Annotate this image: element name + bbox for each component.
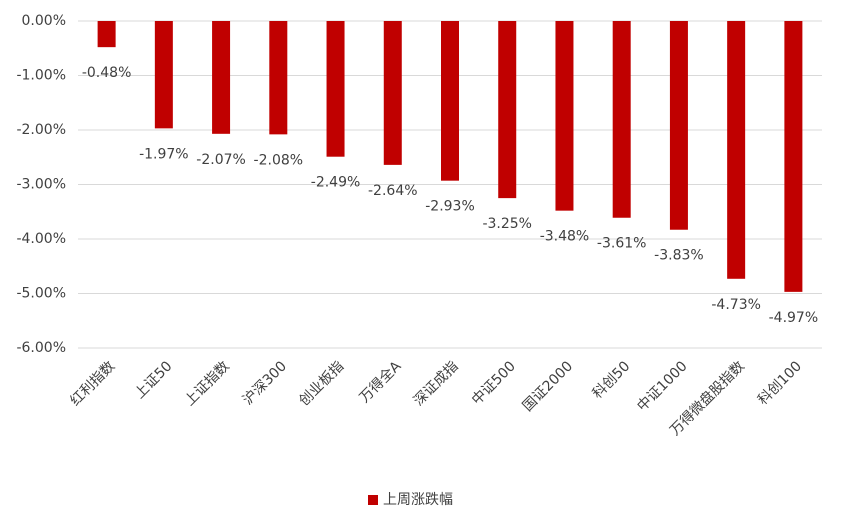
data-label: -2.08% <box>254 152 304 168</box>
bar <box>441 21 459 181</box>
bar <box>555 21 574 211</box>
x-tick-label: 国证2000 <box>520 358 576 414</box>
data-label: -2.07% <box>196 152 246 168</box>
bar <box>612 21 631 218</box>
y-tick-label: -6.00% <box>16 340 66 356</box>
bar <box>154 21 173 129</box>
x-tick-label: 科创50 <box>590 358 634 402</box>
data-label: -2.49% <box>311 175 361 191</box>
bar <box>383 21 402 165</box>
y-tick-label: -3.00% <box>16 177 66 193</box>
x-tick-label: 中证1000 <box>634 358 690 414</box>
data-label: -3.48% <box>540 229 590 245</box>
y-tick-label: -1.00% <box>16 68 66 84</box>
bar <box>669 21 688 230</box>
x-tick-label: 万得全A <box>356 357 405 406</box>
bar <box>727 21 746 279</box>
bar <box>269 21 288 135</box>
data-label: -4.73% <box>711 297 761 313</box>
data-label: -3.61% <box>597 236 647 252</box>
x-tick-label: 红利指数 <box>67 358 118 409</box>
data-label: -2.64% <box>368 183 418 199</box>
x-tick-label: 深证成指 <box>411 358 462 409</box>
y-tick-label: -2.00% <box>16 122 66 138</box>
bar <box>784 21 803 292</box>
x-tick-label: 上证指数 <box>182 358 233 409</box>
x-tick-label: 科创100 <box>755 358 805 408</box>
bar <box>212 21 231 134</box>
bar <box>97 21 116 48</box>
y-tick-label: -5.00% <box>16 286 66 302</box>
x-tick-label: 中证500 <box>469 358 519 408</box>
data-label: -4.97% <box>769 310 819 326</box>
y-tick-label: 0.00% <box>22 13 66 29</box>
legend-label: 上周涨跌幅 <box>383 492 453 508</box>
bar <box>326 21 345 157</box>
data-label: -2.93% <box>425 199 475 215</box>
data-label: -0.48% <box>82 65 132 81</box>
data-label: -3.25% <box>482 216 532 232</box>
x-tick-label: 创业板指 <box>296 358 347 409</box>
y-tick-label: -4.00% <box>16 231 66 247</box>
data-label: -1.97% <box>139 146 189 162</box>
data-label: -3.83% <box>654 248 704 264</box>
x-tick-label: 沪深300 <box>240 358 290 408</box>
legend-swatch <box>368 495 378 505</box>
x-tick-label: 上证50 <box>132 358 176 402</box>
bar <box>498 21 517 199</box>
